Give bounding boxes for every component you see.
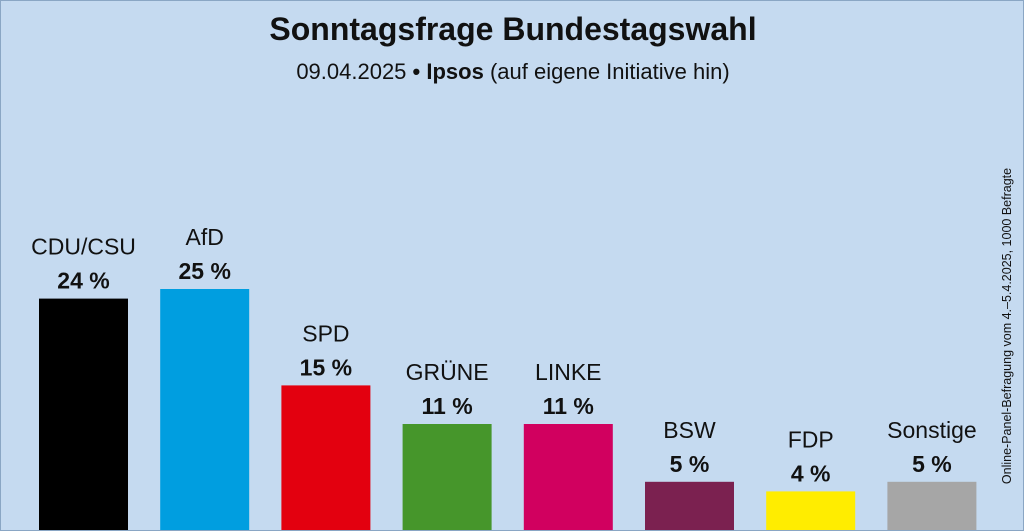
- category-label-grune: GRÜNE: [406, 359, 489, 385]
- value-label-sonstige: 5 %: [912, 451, 952, 477]
- bar-fdp: [766, 491, 856, 530]
- bar-bsw: [645, 481, 734, 530]
- source-note-text: Online-Panel-Befragung vom 4.–5.4.2025, …: [1000, 167, 1014, 485]
- category-label-spd: SPD: [302, 320, 349, 346]
- survey-date: 09.04.2025: [296, 59, 407, 84]
- bar-sonstige: [887, 481, 977, 530]
- bar-cdu-csu: [39, 298, 128, 530]
- bar-grune: [402, 424, 492, 530]
- chart-subtitle: 09.04.2025 • Ipsos (auf eigene Initiativ…: [1, 59, 1023, 85]
- value-label-linke: 11 %: [543, 393, 594, 419]
- category-label-sonstige: Sonstige: [887, 417, 977, 443]
- institute-name: Ipsos: [426, 59, 484, 84]
- bar-afd: [160, 289, 250, 530]
- bar-spd: [281, 385, 371, 530]
- value-label-bsw: 5 %: [670, 451, 710, 477]
- category-label-fdp: FDP: [788, 426, 834, 452]
- bar-linke: [523, 424, 613, 530]
- chart-title: Sonntagsfrage Bundestagswahl: [269, 11, 757, 47]
- category-label-bsw: BSW: [663, 417, 716, 443]
- value-label-cdu-csu: 24 %: [57, 268, 109, 294]
- value-label-spd: 15 %: [300, 354, 352, 380]
- value-label-afd: 25 %: [178, 258, 230, 284]
- category-label-linke: LINKE: [535, 359, 601, 385]
- category-label-afd: AfD: [186, 224, 224, 250]
- bar-chart: 24 % CDU/CSU 25 % AfD 15 % SPD 11 % GRÜNE 11 % LI…: [31, 224, 977, 530]
- category-label-cdu-csu: CDU/CSU: [31, 234, 136, 260]
- value-label-grune: 11 %: [422, 393, 473, 419]
- subtitle-note: (auf eigene Initiative hin): [489, 59, 730, 84]
- value-label-fdp: 4 %: [791, 460, 831, 486]
- subtitle-separator: •: [412, 59, 421, 84]
